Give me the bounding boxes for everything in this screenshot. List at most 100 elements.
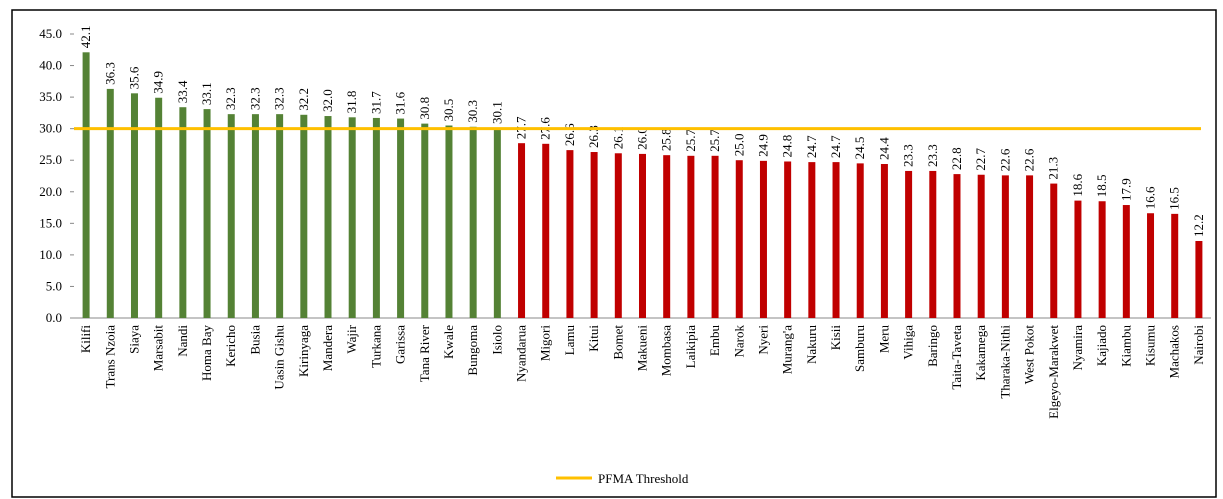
bar: [663, 155, 671, 318]
x-tick-label: Taita-Taveta: [949, 325, 964, 390]
x-tick-label: Murang'a: [780, 325, 795, 375]
x-tick-label: Embu: [707, 325, 722, 357]
x-tick-label: Nandi: [175, 325, 190, 357]
x-tick-label: Kiambu: [1118, 325, 1133, 367]
value-label: 26.6: [562, 123, 577, 146]
value-label: 23.3: [925, 144, 940, 167]
y-tick-label: 15.0: [39, 215, 62, 230]
bar: [397, 118, 405, 319]
value-label: 26.1: [610, 127, 625, 150]
y-tick-label: 45.0: [39, 26, 62, 41]
bar: [251, 114, 259, 318]
value-label: 26.3: [586, 125, 601, 148]
value-label: 23.3: [901, 144, 916, 167]
x-tick-label: Trans Nzoia: [102, 325, 117, 389]
x-tick-label: Vihiga: [901, 325, 916, 360]
value-label: 31.6: [393, 91, 408, 114]
y-tick-label: 5.0: [46, 278, 62, 293]
value-label: 31.8: [344, 91, 359, 114]
value-label: 25.7: [683, 129, 698, 152]
y-tick-label: 35.0: [39, 89, 62, 104]
bar: [348, 117, 356, 318]
x-tick-label: Makueni: [635, 325, 650, 372]
x-tick-label: Elgeyo-Marakwet: [1046, 325, 1061, 419]
bar: [590, 152, 598, 318]
x-tick-label: Samburu: [852, 325, 867, 372]
x-tick-label: Laikipia: [683, 325, 698, 369]
value-label: 22.8: [949, 147, 964, 170]
bar: [808, 162, 816, 318]
x-tick-label: Kisii: [828, 325, 843, 351]
value-label: 32.2: [296, 88, 311, 111]
value-label: 30.3: [465, 100, 480, 123]
x-tick-label: Wajir: [344, 324, 359, 353]
value-label: 25.7: [707, 129, 722, 152]
value-label: 16.5: [1167, 187, 1182, 210]
x-tick-label: Mandera: [320, 325, 335, 371]
bar: [82, 52, 90, 319]
x-tick-label: Garissa: [393, 325, 408, 364]
value-label: 12.2: [1191, 214, 1206, 237]
value-label: 30.5: [441, 99, 456, 122]
value-label: 25.8: [659, 128, 674, 151]
bar: [518, 143, 526, 318]
x-tick-label: Meru: [876, 325, 891, 354]
value-label: 36.3: [102, 62, 117, 85]
bar: [1171, 213, 1179, 318]
x-tick-label: Siaya: [126, 325, 141, 354]
value-label: 34.9: [151, 71, 166, 94]
x-tick-label: Marsabit: [151, 325, 166, 372]
y-tick-label: 30.0: [39, 121, 62, 136]
bar: [542, 143, 550, 318]
bar: [372, 117, 380, 318]
value-label: 32.3: [223, 87, 238, 110]
x-tick-label: Kirinyaga: [296, 325, 311, 377]
bar: [639, 153, 646, 318]
value-label: 30.8: [417, 97, 432, 120]
x-tick-label: Baringo: [925, 325, 940, 367]
x-tick-label: Nairobi: [1191, 325, 1206, 365]
x-tick-label: Lamu: [562, 325, 577, 356]
x-tick-label: Mombasa: [659, 325, 674, 377]
legend-label: PFMA Threshold: [598, 471, 689, 486]
x-tick-label: Tharaka-Nithi: [997, 325, 1012, 399]
value-label: 17.9: [1118, 178, 1133, 201]
bar: [832, 162, 840, 318]
x-tick-label: Kericho: [223, 325, 238, 367]
bar: [300, 114, 308, 318]
x-tick-label: Nyamira: [1070, 325, 1085, 371]
bar: [493, 128, 501, 318]
y-tick-label: 0.0: [46, 310, 62, 325]
x-tick-label: Narok: [731, 325, 746, 358]
x-tick-label: Kwale: [441, 325, 456, 359]
x-tick-label: Bomet: [610, 325, 625, 360]
x-tick-label: Busia: [247, 325, 262, 355]
value-label: 32.0: [320, 89, 335, 112]
value-label: 33.1: [199, 82, 214, 105]
bar: [711, 155, 719, 318]
bar: [687, 155, 695, 318]
x-tick-label: Tana River: [417, 324, 432, 382]
value-label: 24.4: [876, 137, 891, 160]
bar: [929, 170, 937, 318]
x-tick-label: Nyandarua: [514, 325, 529, 382]
bar: [735, 160, 743, 318]
value-label: 22.6: [997, 148, 1012, 171]
bar: [324, 116, 332, 319]
value-label: 42.1: [78, 26, 93, 49]
x-tick-label: Nyeri: [755, 325, 770, 355]
value-label: 33.4: [175, 80, 190, 103]
bar: [977, 174, 985, 318]
x-tick-label: Uasin Gishu: [272, 325, 287, 390]
chart-frame: [11, 9, 1217, 498]
value-label: 21.3: [1046, 157, 1061, 180]
y-tick-label: 40.0: [39, 58, 62, 73]
bar: [1001, 175, 1009, 318]
x-tick-label: Nakuru: [804, 325, 819, 364]
bar: [227, 114, 235, 318]
bar: [276, 114, 284, 318]
bar: [566, 150, 574, 318]
value-label: 22.6: [1022, 148, 1037, 171]
